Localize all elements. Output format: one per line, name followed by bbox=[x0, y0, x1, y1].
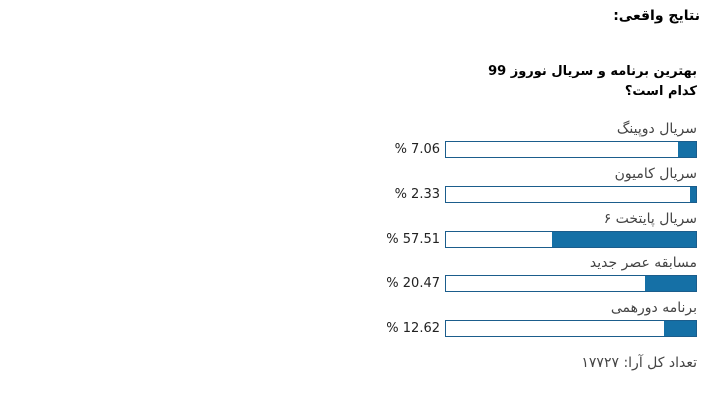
bar bbox=[644, 276, 696, 292]
percent-label: % 7.06 bbox=[394, 142, 440, 157]
bar bbox=[678, 142, 696, 157]
bar-track bbox=[445, 185, 697, 203]
percent-label: % 2.33 bbox=[394, 186, 440, 202]
bar-track bbox=[445, 141, 697, 158]
percent-label: % 20.47 bbox=[386, 276, 440, 292]
bar bbox=[552, 231, 696, 247]
option-label: سریال دوپینگ bbox=[616, 121, 697, 137]
option-label: سریال کامیون bbox=[614, 165, 697, 182]
bar-track bbox=[445, 320, 697, 338]
total-votes: تعداد کل آرا: ۱۷۷۲۷ bbox=[581, 355, 697, 371]
poll-question: بهترین برنامه و سریال نوروز 99 کدام است؟ bbox=[488, 64, 697, 99]
bar bbox=[664, 321, 696, 337]
bar-track bbox=[445, 230, 697, 248]
bar-track bbox=[445, 275, 697, 293]
option-label: سریال پایتخت ۶ bbox=[603, 210, 697, 227]
percent-label: % 12.62 bbox=[386, 321, 440, 337]
poll-title: نتایج واقعی: bbox=[613, 8, 700, 24]
option-label: مسابقه عصر جدید bbox=[589, 255, 697, 272]
percent-label: % 57.51 bbox=[386, 231, 440, 247]
option-label: برنامه دورهمی bbox=[610, 300, 697, 317]
bar bbox=[690, 186, 696, 202]
